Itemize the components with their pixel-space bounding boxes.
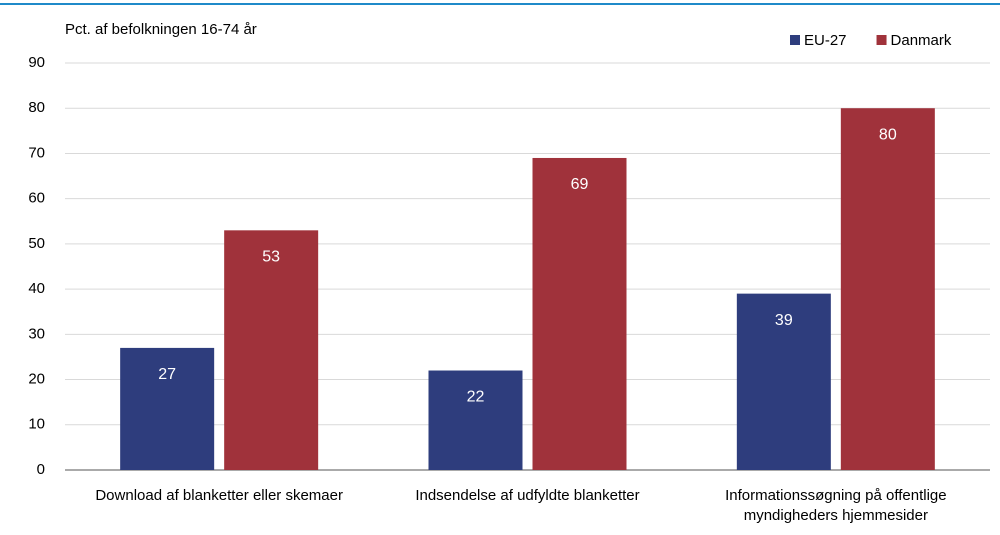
- legend-swatch: [876, 35, 887, 45]
- y-tick-label: 30: [28, 325, 45, 342]
- bar: [428, 370, 523, 470]
- y-tick-label: 50: [28, 235, 45, 252]
- y-tick-label: 0: [37, 461, 45, 478]
- y-tick-label: 60: [28, 190, 45, 207]
- y-tick-label: 90: [28, 54, 45, 71]
- legend-swatch: [790, 35, 800, 45]
- bar: [120, 347, 215, 470]
- bar: [224, 230, 319, 470]
- value-label: 22: [467, 389, 485, 406]
- value-label: 80: [879, 126, 897, 143]
- y-tick-label: 40: [28, 280, 45, 297]
- x-tick-label: Download af blanketter eller skemaer: [95, 487, 343, 504]
- y-axis-label: Pct. af befolkningen 16-74 år: [65, 21, 257, 38]
- value-label: 39: [775, 312, 793, 329]
- value-label: 69: [571, 176, 589, 193]
- y-tick-label: 10: [28, 416, 45, 433]
- value-label: 27: [158, 366, 176, 383]
- bar: [840, 108, 935, 470]
- x-tick-label: Informationssøgning på offentlige myndig…: [725, 487, 947, 524]
- y-tick-label: 80: [28, 99, 45, 116]
- value-label: 53: [262, 249, 280, 266]
- y-tick-label: 70: [28, 144, 45, 161]
- legend-label: Danmark: [891, 32, 952, 49]
- legend-label: EU-27: [804, 32, 847, 49]
- bar: [532, 157, 627, 470]
- bar: [736, 293, 831, 470]
- y-tick-label: 20: [28, 371, 45, 388]
- x-tick-label: Indsendelse af udfyldte blanketter: [415, 487, 640, 504]
